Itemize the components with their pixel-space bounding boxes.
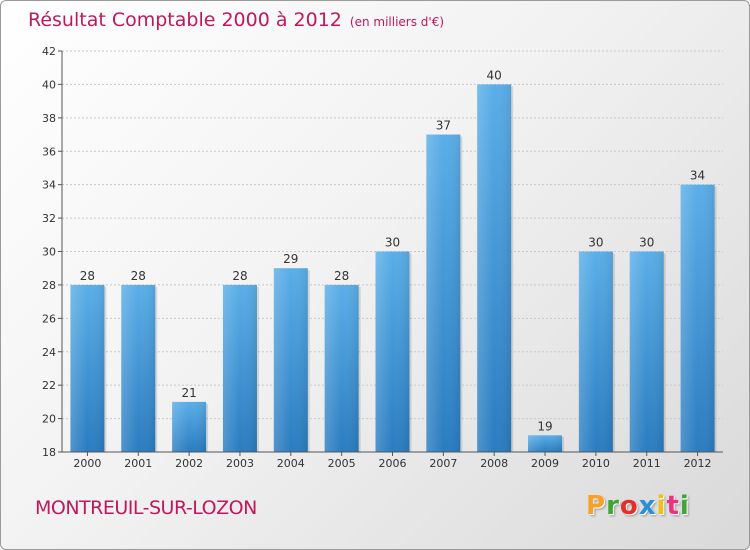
bar-highlight: [375, 251, 410, 452]
y-tick-label: 32: [42, 212, 56, 225]
bar-highlight: [324, 284, 359, 452]
y-tick-label: 26: [42, 312, 56, 325]
value-label: 30: [639, 236, 654, 250]
x-tick-label: 2000: [73, 457, 101, 470]
bar-2000: [70, 284, 107, 452]
bar-2008: [477, 84, 514, 453]
logo-letter: P: [586, 491, 607, 521]
bar-2009: [528, 435, 565, 452]
value-label: 28: [131, 269, 146, 283]
value-label: 28: [334, 269, 349, 283]
x-tick-label: 2012: [684, 457, 712, 470]
x-tick-label: 2006: [379, 457, 407, 470]
logo-letter: i: [656, 491, 667, 521]
y-tick-label: 42: [42, 45, 56, 58]
bar-2012: [680, 184, 717, 452]
bar-highlight: [121, 284, 156, 452]
bar-highlight: [528, 435, 563, 452]
logo-letter: o: [619, 491, 639, 521]
bar-highlight: [629, 251, 664, 452]
logo-letter: i: [679, 491, 690, 521]
bar-highlight: [273, 268, 308, 452]
value-label: 30: [588, 236, 603, 250]
value-labels: 28 28 21 28 29 28 30 37 40 19 30 30 34: [80, 68, 705, 433]
chart-title: Résultat Comptable 2000 à 2012 (en millie…: [28, 9, 444, 31]
logo-letter: x: [638, 491, 657, 521]
bar-2007: [426, 134, 463, 452]
x-tick-label: 2009: [531, 457, 559, 470]
y-tick-label: 20: [42, 413, 56, 426]
y-tick-label: 36: [42, 145, 56, 158]
x-tick-label: 2011: [633, 457, 661, 470]
logo-letter: r: [606, 491, 620, 521]
y-tick-label: 40: [42, 78, 56, 91]
y-tick-label: 18: [42, 446, 56, 459]
bar-highlight: [578, 251, 613, 452]
value-label: 40: [487, 68, 502, 82]
proxiti-logo: Proxiti: [586, 491, 690, 521]
x-tick-label: 2007: [429, 457, 457, 470]
value-label: 28: [80, 269, 95, 283]
x-tick-label: 2002: [175, 457, 203, 470]
bar-2006: [375, 251, 412, 452]
value-label: 21: [181, 386, 196, 400]
bar-2004: [273, 268, 310, 452]
value-label: 28: [232, 269, 247, 283]
y-tick-label: 30: [42, 246, 56, 259]
bar-highlight: [680, 184, 715, 452]
x-tick-label: 2005: [328, 457, 356, 470]
logo-letter: t: [666, 491, 680, 521]
x-tick-label: 2004: [277, 457, 305, 470]
value-label: 30: [385, 236, 400, 250]
bar-2003: [222, 284, 259, 452]
y-tick-label: 34: [42, 179, 56, 192]
y-tick-label: 28: [42, 279, 56, 292]
bar-2011: [629, 251, 666, 452]
bar-highlight: [70, 284, 105, 452]
x-tick-label: 2008: [480, 457, 508, 470]
bar-2010: [578, 251, 615, 452]
x-tick-label: 2003: [226, 457, 254, 470]
axes: 18 20 22 24 26 28 30 32 34 36 38 40 42 2000 2001 2002 20…: [42, 45, 723, 470]
bar-2002: [172, 401, 209, 452]
value-label: 34: [690, 169, 705, 183]
chart-title-text: Résultat Comptable 2000 à 2012: [28, 9, 342, 31]
value-label: 37: [436, 119, 451, 133]
bar-highlight: [477, 84, 512, 453]
bar-highlight: [172, 401, 207, 452]
value-label: 29: [283, 252, 298, 266]
x-tick-label: 2010: [582, 457, 610, 470]
y-tick-label: 38: [42, 112, 56, 125]
bar-highlight: [222, 284, 257, 452]
x-tick-label: 2001: [124, 457, 152, 470]
chart-unit: (en milliers d'€): [349, 15, 445, 29]
value-label: 19: [537, 419, 552, 433]
bar-2005: [324, 284, 361, 452]
y-tick-label: 24: [42, 346, 56, 359]
place-name: MONTREUIL-SUR-LOZON: [35, 497, 257, 519]
bar-2001: [121, 284, 158, 452]
y-tick-label: 22: [42, 379, 56, 392]
bar-highlight: [426, 134, 461, 452]
bars: [70, 84, 717, 453]
